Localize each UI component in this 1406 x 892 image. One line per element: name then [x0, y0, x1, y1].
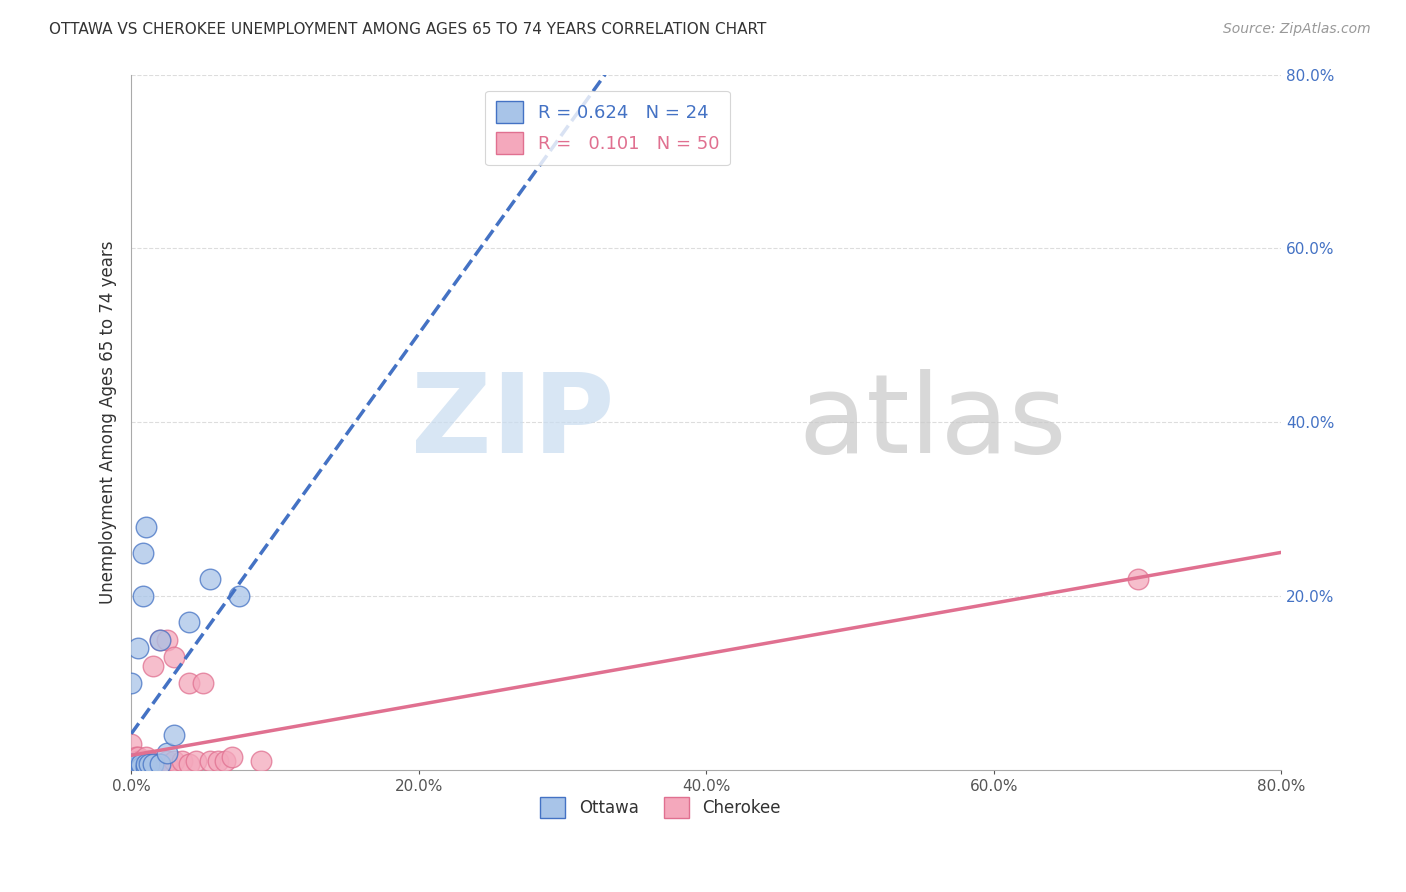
- Point: [120, 756, 142, 771]
- Point: [127, 754, 149, 768]
- Point: [138, 760, 160, 774]
- Point: [127, 756, 149, 771]
- Point: [124, 750, 146, 764]
- Point: [127, 750, 149, 764]
- Point: [132, 754, 155, 768]
- Point: [120, 756, 142, 771]
- Point: [142, 756, 165, 771]
- Text: Source: ZipAtlas.com: Source: ZipAtlas.com: [1223, 22, 1371, 37]
- Point: [170, 754, 193, 768]
- Point: [135, 519, 157, 533]
- Point: [142, 658, 165, 673]
- Point: [142, 760, 165, 774]
- Text: atlas: atlas: [799, 368, 1067, 475]
- Point: [120, 763, 142, 777]
- Point: [177, 615, 200, 630]
- Point: [120, 763, 142, 777]
- Point: [135, 756, 157, 771]
- Point: [184, 754, 207, 768]
- Point: [207, 754, 229, 768]
- Point: [177, 676, 200, 690]
- Point: [131, 760, 153, 774]
- Point: [228, 589, 250, 603]
- Point: [120, 737, 142, 751]
- Point: [120, 758, 142, 772]
- Point: [177, 756, 200, 771]
- Point: [132, 546, 155, 560]
- Point: [163, 650, 186, 665]
- Point: [127, 641, 149, 656]
- Point: [145, 756, 167, 771]
- Point: [163, 728, 186, 742]
- Text: ZIP: ZIP: [411, 368, 614, 475]
- Point: [191, 676, 214, 690]
- Point: [149, 756, 172, 771]
- Point: [135, 760, 157, 774]
- Point: [214, 754, 236, 768]
- Point: [131, 760, 153, 774]
- Point: [132, 589, 155, 603]
- Point: [149, 760, 172, 774]
- Point: [120, 760, 142, 774]
- Point: [135, 756, 157, 771]
- Point: [135, 754, 157, 768]
- Point: [149, 632, 172, 647]
- Point: [156, 746, 179, 760]
- Point: [156, 754, 179, 768]
- Point: [156, 756, 179, 771]
- Point: [138, 754, 160, 768]
- Point: [249, 754, 271, 768]
- Point: [124, 760, 146, 774]
- Point: [221, 750, 243, 764]
- Point: [1126, 572, 1149, 586]
- Point: [138, 756, 160, 771]
- Legend: Ottawa, Cherokee: Ottawa, Cherokee: [534, 790, 787, 824]
- Point: [124, 760, 146, 774]
- Point: [124, 756, 146, 771]
- Point: [200, 754, 222, 768]
- Point: [132, 760, 155, 774]
- Point: [120, 758, 142, 772]
- Point: [142, 756, 165, 771]
- Point: [200, 572, 222, 586]
- Point: [120, 676, 142, 690]
- Point: [120, 754, 142, 768]
- Point: [127, 760, 149, 774]
- Point: [135, 760, 157, 774]
- Point: [135, 756, 157, 771]
- Point: [131, 756, 153, 771]
- Point: [131, 754, 153, 768]
- Point: [131, 756, 153, 771]
- Point: [149, 756, 172, 771]
- Text: OTTAWA VS CHEROKEE UNEMPLOYMENT AMONG AGES 65 TO 74 YEARS CORRELATION CHART: OTTAWA VS CHEROKEE UNEMPLOYMENT AMONG AG…: [49, 22, 766, 37]
- Point: [124, 754, 146, 768]
- Point: [124, 756, 146, 771]
- Point: [120, 760, 142, 774]
- Point: [135, 750, 157, 764]
- Point: [163, 754, 186, 768]
- Y-axis label: Unemployment Among Ages 65 to 74 years: Unemployment Among Ages 65 to 74 years: [100, 241, 117, 604]
- Point: [156, 632, 179, 647]
- Point: [138, 756, 160, 771]
- Point: [149, 632, 172, 647]
